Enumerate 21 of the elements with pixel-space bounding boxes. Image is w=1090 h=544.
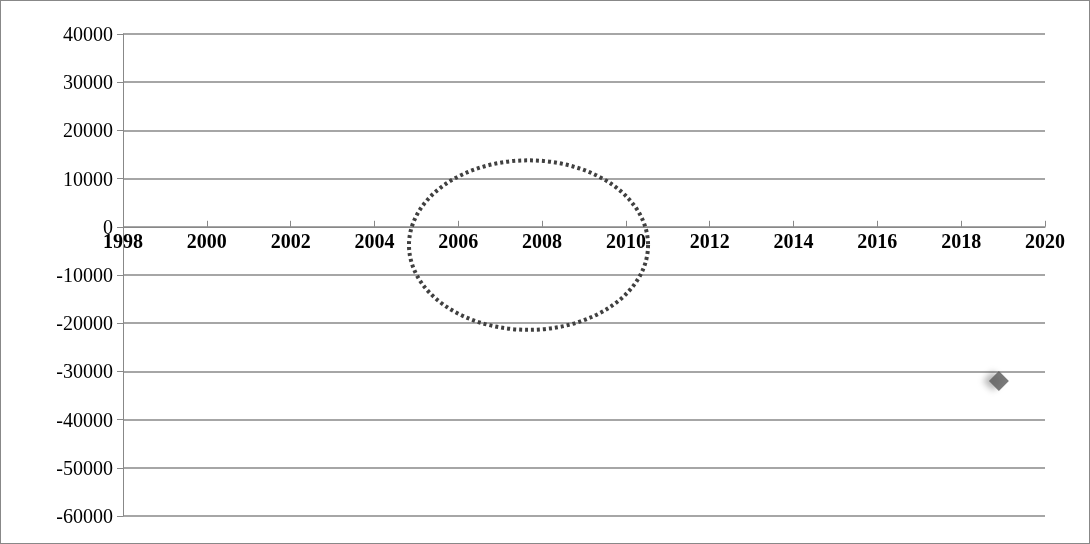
y-tick-label: -50000 bbox=[56, 456, 113, 479]
y-tick-label: -40000 bbox=[56, 408, 113, 431]
y-tick-label: 20000 bbox=[63, 119, 113, 142]
x-tick-label: 2018 bbox=[941, 229, 982, 252]
y-tick-label: -60000 bbox=[56, 505, 113, 527]
x-tick-label: 2002 bbox=[270, 229, 311, 252]
x-tick-label: 2016 bbox=[857, 229, 898, 252]
x-tick-label: 2014 bbox=[773, 229, 814, 252]
x-tick-label: 2008 bbox=[522, 229, 563, 252]
x-tick-label: 2000 bbox=[186, 229, 227, 252]
x-tick-label: 2004 bbox=[354, 229, 395, 252]
y-tick-label: 10000 bbox=[63, 167, 113, 190]
y-tick-label: -30000 bbox=[56, 360, 113, 383]
x-tick-label: 2020 bbox=[1025, 229, 1065, 252]
x-tick-label: 2012 bbox=[689, 229, 730, 252]
y-tick-label: 40000 bbox=[63, 23, 113, 45]
y-tick-label: -20000 bbox=[56, 312, 113, 335]
y-tick-label: -10000 bbox=[56, 264, 113, 286]
x-tick-label: 2010 bbox=[605, 229, 646, 252]
x-tick-label: 2006 bbox=[438, 229, 479, 252]
y-tick-label: 30000 bbox=[63, 71, 113, 94]
